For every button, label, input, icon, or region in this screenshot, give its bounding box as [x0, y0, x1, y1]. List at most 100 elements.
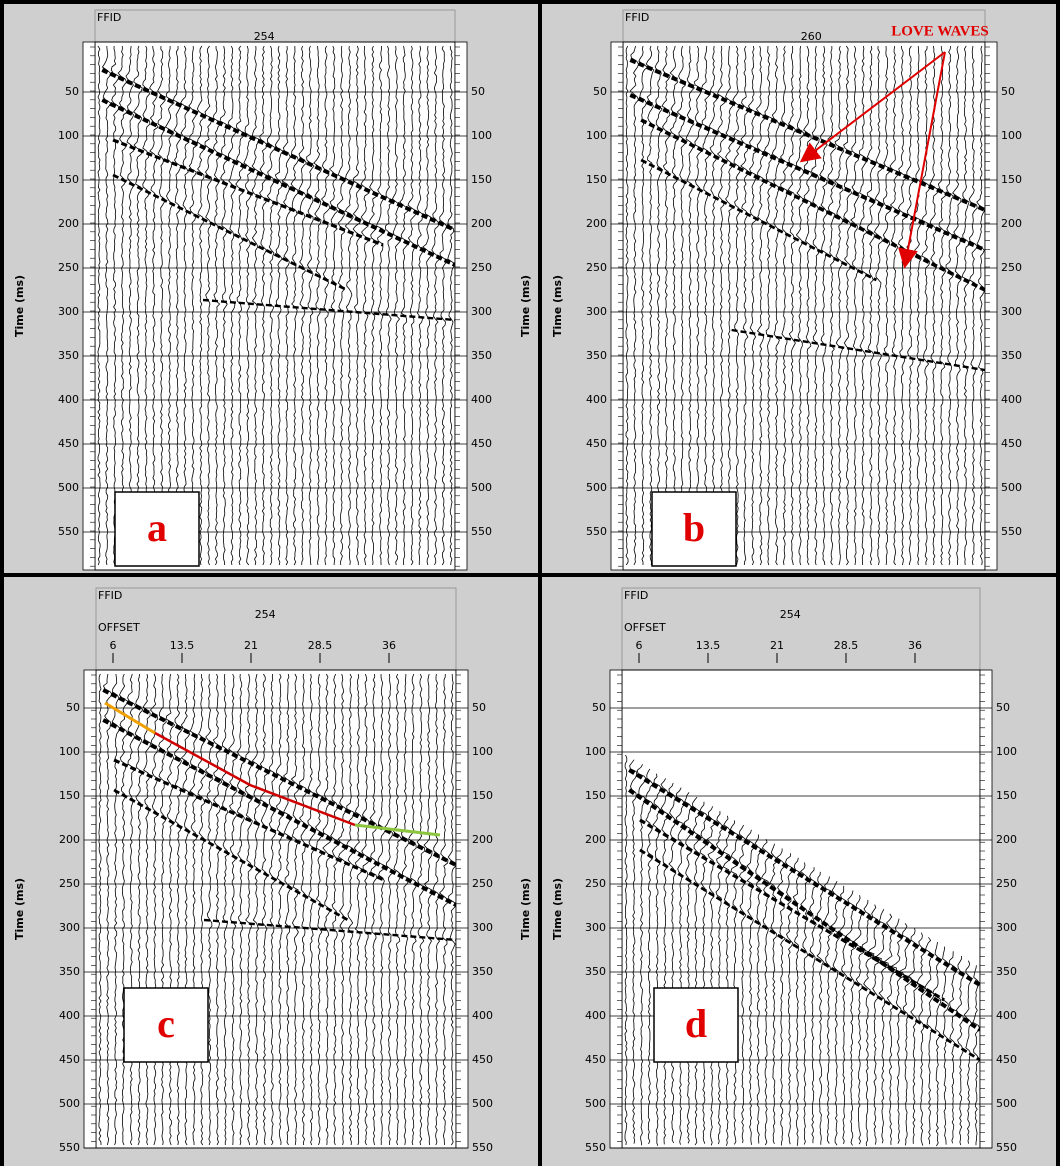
- time-tick-label: 550: [471, 525, 492, 538]
- axis-label: Time (ms): [13, 878, 26, 940]
- time-tick-label: 350: [471, 349, 492, 362]
- panel-border: [0, 0, 4, 1166]
- trace: [732, 45, 742, 566]
- time-tick-label: 50: [1001, 85, 1015, 98]
- time-tick-label: 350: [472, 965, 493, 978]
- time-tick-label: 400: [585, 1009, 606, 1022]
- time-tick-label: 250: [472, 877, 493, 890]
- time-tick-label: 350: [59, 965, 80, 978]
- trace: [110, 45, 120, 566]
- trace: [913, 45, 923, 566]
- time-tick-label: 550: [1001, 525, 1022, 538]
- trace: [97, 45, 101, 566]
- time-tick-label: 550: [585, 1141, 606, 1154]
- trace: [127, 673, 136, 1146]
- trace: [760, 838, 771, 1146]
- trace: [307, 673, 317, 1146]
- time-tick-label: 50: [66, 701, 80, 714]
- trace: [368, 45, 378, 566]
- right-tick-strip: [454, 41, 468, 571]
- trace: [384, 45, 394, 566]
- trace: [779, 45, 790, 566]
- trace: [668, 782, 677, 1144]
- trace: [197, 673, 208, 1146]
- trace: [785, 853, 794, 1145]
- trace: [937, 45, 947, 566]
- trace: [636, 764, 647, 1146]
- trace: [330, 673, 340, 1146]
- trace: [102, 673, 113, 1146]
- trace: [392, 673, 403, 1146]
- panel-border: [0, 573, 1060, 577]
- offset-tick-label: 13.5: [170, 639, 195, 652]
- letter-box: [114, 491, 200, 567]
- time-tick-label: 400: [472, 1009, 493, 1022]
- time-tick-label: 250: [59, 877, 80, 890]
- time-tick-label: 450: [585, 1053, 606, 1066]
- trace: [889, 45, 899, 566]
- panel-letter: a: [147, 505, 167, 550]
- trace: [360, 46, 370, 566]
- trace: [764, 45, 774, 566]
- trace: [861, 899, 875, 1146]
- trace: [858, 45, 869, 566]
- event-fill: [202, 298, 456, 322]
- trace: [803, 45, 813, 566]
- trace: [645, 45, 655, 566]
- trace: [337, 673, 347, 1146]
- axis-label: Time (ms): [519, 878, 532, 940]
- trace: [352, 45, 363, 565]
- time-tick-label: 450: [472, 1053, 493, 1066]
- trace: [645, 768, 655, 1145]
- time-tick-label: 450: [996, 1053, 1017, 1066]
- offset-tick-label: 21: [244, 639, 258, 652]
- event-fill: [731, 328, 986, 372]
- left-tick-strip: [609, 669, 623, 1149]
- trace: [369, 673, 378, 1146]
- trace: [738, 824, 747, 1144]
- trace: [431, 45, 441, 566]
- trace: [945, 45, 955, 566]
- trace: [795, 45, 805, 566]
- trace: [916, 932, 928, 1146]
- trace: [245, 673, 254, 1146]
- panel-letter: b: [683, 505, 705, 550]
- left-tick-strip: [610, 41, 624, 571]
- event-fill: [628, 788, 982, 1032]
- trace: [439, 45, 448, 566]
- trace: [754, 834, 762, 1144]
- time-tick-label: 100: [996, 745, 1017, 758]
- time-tick-label: 500: [1001, 481, 1022, 494]
- time-tick-label: 100: [58, 129, 79, 142]
- trace: [299, 673, 308, 1146]
- trace: [384, 673, 395, 1145]
- trace: [353, 673, 363, 1146]
- panel-border: [538, 0, 542, 1166]
- trace: [830, 881, 842, 1146]
- time-tick-label: 400: [471, 393, 492, 406]
- time-tick-label: 250: [1001, 261, 1022, 274]
- time-tick-label: 100: [471, 129, 492, 142]
- event-fill: [640, 118, 986, 292]
- time-tick-label: 400: [1001, 393, 1022, 406]
- panel-letter: d: [685, 1001, 707, 1046]
- time-tick-label: 550: [58, 525, 79, 538]
- trace: [134, 673, 144, 1146]
- time-tick-label: 150: [472, 789, 493, 802]
- trace: [845, 890, 858, 1146]
- trace: [377, 673, 387, 1146]
- trace: [908, 927, 921, 1144]
- offset-tick-label: 6: [636, 639, 643, 652]
- event-fill: [628, 768, 982, 987]
- trace: [811, 45, 820, 566]
- trace: [111, 673, 120, 1146]
- event-fill: [101, 68, 456, 232]
- trace: [725, 45, 735, 566]
- arrow: [898, 51, 946, 269]
- trace: [669, 45, 679, 565]
- panel-border: [0, 0, 1060, 4]
- time-tick-label: 100: [586, 129, 607, 142]
- trace: [407, 45, 417, 566]
- time-tick-label: 300: [472, 921, 493, 934]
- time-tick-label: 100: [585, 745, 606, 758]
